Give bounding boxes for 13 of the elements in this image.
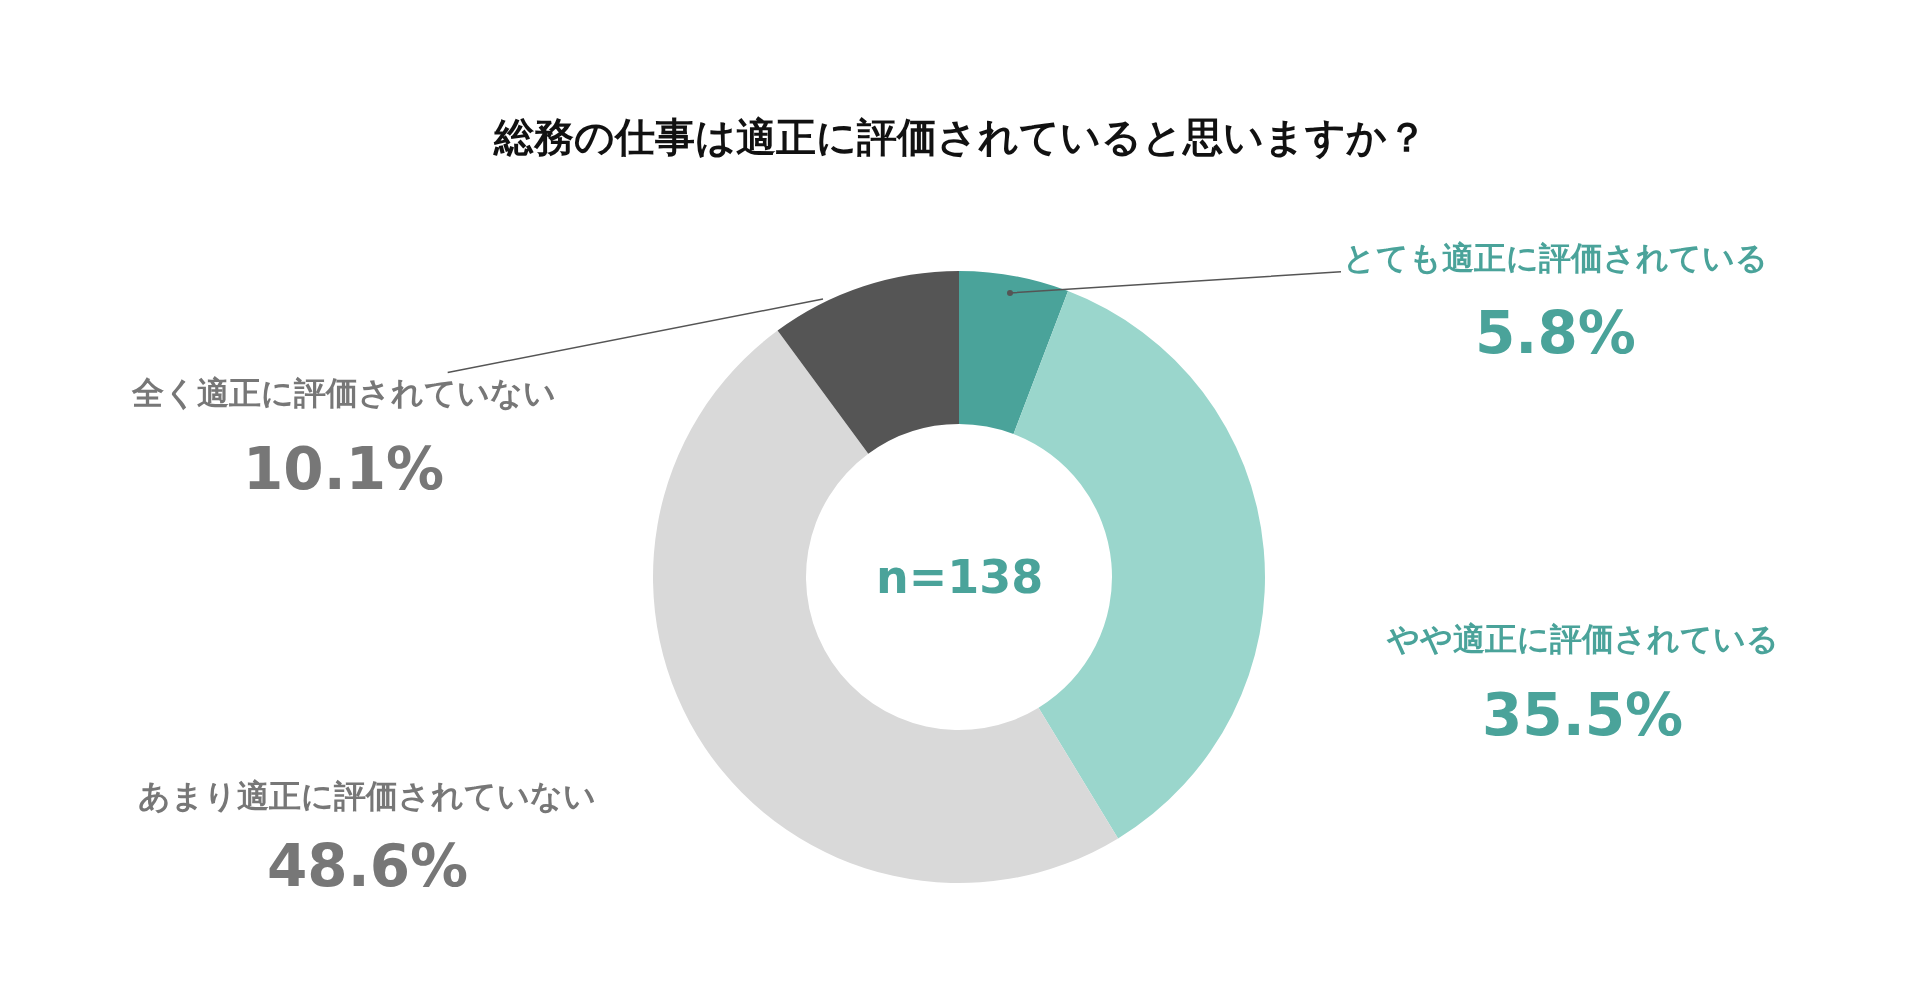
- slice-label: やや適正に評価されている: [1386, 620, 1779, 658]
- slice-label: とても適正に評価されている: [1343, 239, 1768, 277]
- data-label: 5.8%: [1475, 299, 1636, 367]
- text: n=138: [876, 550, 1044, 604]
- chart-title: 総務の仕事は適正に評価されていると思いますか？: [492, 114, 1427, 160]
- data-label: 10.1%: [243, 435, 445, 503]
- donut-slice: [777, 271, 959, 454]
- slice-label: 全く適正に評価されていない: [131, 374, 556, 412]
- donut-slice: [653, 330, 1119, 883]
- data-label: 35.5%: [1482, 681, 1684, 749]
- slice-label: あまり適正に評価されていない: [138, 777, 596, 815]
- donut-slice: [959, 271, 1069, 435]
- data-label: 48.6%: [267, 832, 469, 900]
